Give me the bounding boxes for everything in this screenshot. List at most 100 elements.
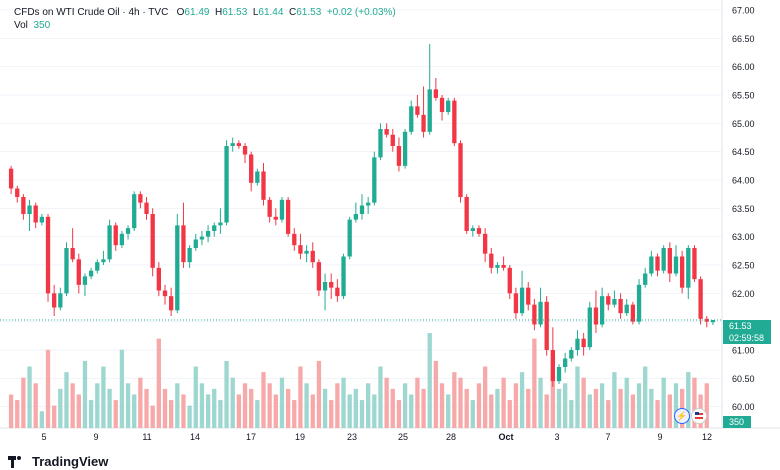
candle-body (156, 267, 161, 291)
candle-body (322, 282, 328, 291)
volume-bar (181, 394, 186, 428)
x-tick-label: 9 (93, 432, 98, 442)
candle-body (52, 293, 57, 308)
tradingview-brand[interactable]: TradingView (8, 454, 108, 469)
candle-body (95, 262, 100, 271)
volume-bar (390, 388, 395, 428)
volume-bar (279, 377, 285, 428)
volume-bar (599, 383, 605, 428)
candle-body (8, 168, 14, 189)
volume-bar (396, 400, 402, 428)
volume-bar (144, 388, 149, 428)
y-tick-label: 60.00 (732, 402, 755, 412)
candle-body (21, 197, 26, 214)
volume-bar (366, 383, 371, 428)
volume-bar (95, 383, 100, 428)
x-tick-label: 28 (446, 432, 456, 442)
volume-bar (113, 400, 118, 428)
close-value: 61.53 (296, 7, 322, 18)
candle-body (599, 296, 605, 325)
candle-body (304, 250, 309, 254)
y-tick-label: 62.50 (732, 261, 755, 271)
volume-bar (82, 360, 88, 428)
volume-bar (168, 400, 174, 428)
candle-body (261, 171, 266, 200)
bar-countdown: 02:59:58 (729, 333, 765, 343)
candle-body (341, 256, 346, 297)
candle-body (125, 228, 131, 234)
volume-bar (587, 394, 592, 428)
volume-bar (439, 383, 445, 428)
volume-bar (150, 405, 155, 428)
volume-label: Vol (14, 20, 28, 31)
volume-bar (489, 394, 494, 428)
candle-body (421, 114, 426, 132)
volume-bar (686, 372, 691, 428)
candle-body (58, 293, 63, 308)
candle-body (218, 222, 223, 226)
candle-body (482, 233, 488, 254)
lightning-icon[interactable]: ⚡ (674, 408, 690, 424)
candle-body (390, 134, 395, 146)
volume-bar (618, 388, 623, 428)
volume-badge: 350 (723, 416, 751, 428)
volume-bar (156, 338, 161, 428)
candle-body (495, 265, 500, 268)
candle-body (649, 256, 654, 274)
x-tick-label: 7 (605, 432, 610, 442)
x-tick-label: Oct (498, 432, 513, 442)
volume-bar (649, 388, 654, 428)
volume-bar (446, 394, 451, 428)
volume-bar (464, 388, 469, 428)
volume-bar (673, 383, 679, 428)
us-flag-icon[interactable] (691, 408, 707, 424)
volume-bar (372, 394, 377, 428)
volume-bar (550, 360, 556, 428)
high-value: 61.53 (222, 7, 248, 18)
x-tick-label: 11 (142, 432, 151, 442)
y-axis-ticks[interactable]: 67.00 66.50 66.00 65.50 65.00 64.50 64.00 63.50… (732, 6, 755, 413)
candle-body (230, 143, 235, 146)
volume-bar (33, 383, 38, 428)
candle-body (144, 202, 149, 214)
volume-bar (27, 366, 32, 428)
high-label: H (215, 7, 223, 18)
candle-body (446, 100, 451, 112)
volume-bar (138, 377, 143, 428)
candle-body (636, 284, 642, 322)
candle-body (224, 146, 229, 223)
candle-body (402, 131, 408, 166)
candle-body (82, 276, 88, 285)
legend-header: CFDs on WTI Crude Oil · 4h · TVC O61.49 … (14, 6, 396, 20)
candle-body (513, 293, 519, 314)
candle-body (476, 228, 482, 234)
symbol-title[interactable]: CFDs on WTI Crude Oil · 4h · TVC (14, 7, 169, 18)
volume-bar (532, 338, 537, 428)
volume-bar (612, 372, 617, 428)
x-axis-ticks[interactable]: 5 9 11 14 17 19 23 25 28 Oct 3 7 9 12 (41, 432, 712, 442)
candle-body (427, 89, 432, 132)
candle-body (538, 301, 543, 325)
candle-body (335, 287, 340, 297)
candle-body (526, 287, 531, 305)
candle-body (563, 358, 568, 367)
volume-bar (292, 400, 297, 428)
change-value: +0.02 (+0.03%) (326, 7, 396, 18)
volume-bar (322, 388, 328, 428)
volume-bar (21, 377, 26, 428)
volume-bar (58, 388, 63, 428)
volume-bar (655, 400, 660, 428)
low-value: 61.44 (258, 7, 284, 18)
volume-bar (64, 372, 69, 428)
volume-bar (187, 405, 192, 428)
candle-body (661, 248, 666, 271)
x-tick-label: 3 (554, 432, 559, 442)
volume-bar (162, 388, 168, 428)
candle-body (612, 299, 617, 305)
volume-bar (513, 383, 519, 428)
volume-bar (242, 383, 248, 428)
volume-value: 350 (33, 20, 51, 31)
candle-body (27, 205, 32, 214)
candle-body (519, 287, 525, 314)
